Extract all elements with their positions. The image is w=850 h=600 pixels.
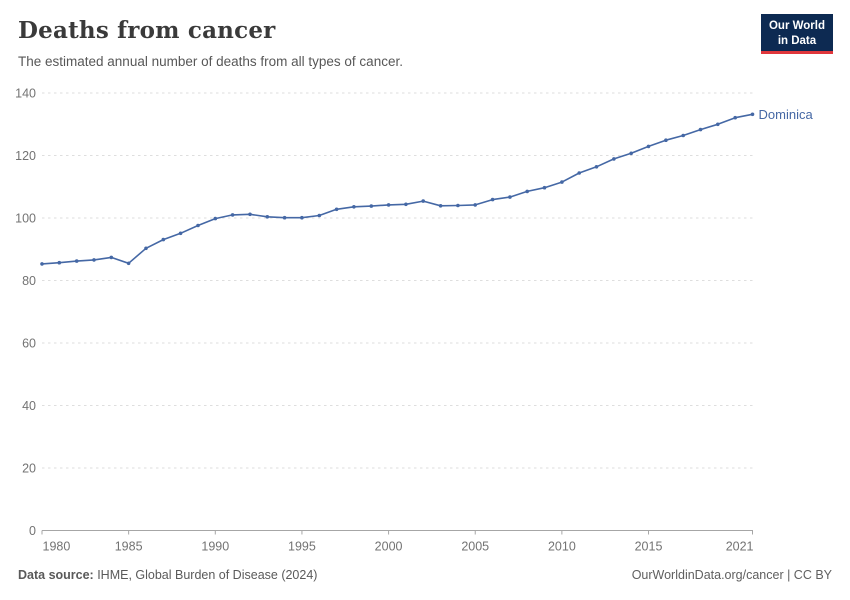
y-tick-label: 60 bbox=[22, 337, 36, 351]
owid-logo[interactable]: Our World in Data bbox=[760, 14, 833, 55]
data-point[interactable] bbox=[57, 260, 62, 265]
data-point[interactable] bbox=[612, 157, 616, 161]
data-point[interactable] bbox=[629, 151, 633, 156]
data-point[interactable] bbox=[716, 122, 720, 127]
x-tick-label: 2000 bbox=[375, 540, 403, 554]
data-point[interactable] bbox=[438, 204, 443, 208]
data-point[interactable] bbox=[161, 237, 166, 242]
data-point[interactable] bbox=[334, 207, 339, 212]
data-point[interactable] bbox=[594, 165, 599, 169]
data-source: Data source: IHME, Global Burden of Dise… bbox=[18, 568, 317, 582]
data-source-label: Data source: bbox=[18, 568, 94, 582]
data-point[interactable] bbox=[698, 127, 703, 132]
data-point[interactable] bbox=[733, 115, 737, 120]
chart-subtitle: The estimated annual number of deaths fr… bbox=[18, 54, 403, 69]
y-tick-label: 120 bbox=[15, 149, 36, 163]
x-tick-label: 2005 bbox=[461, 540, 489, 554]
data-point[interactable] bbox=[664, 138, 668, 142]
data-point[interactable] bbox=[74, 259, 79, 263]
data-point[interactable] bbox=[646, 144, 651, 149]
data-point[interactable] bbox=[542, 185, 547, 190]
data-point[interactable] bbox=[421, 199, 426, 203]
data-point[interactable] bbox=[196, 223, 200, 228]
data-source-value: IHME, Global Burden of Disease (2024) bbox=[93, 568, 318, 582]
x-tick-label: 1995 bbox=[288, 540, 316, 554]
data-point[interactable] bbox=[577, 171, 581, 175]
entity-label[interactable]: Dominica bbox=[759, 107, 814, 122]
y-tick-label: 80 bbox=[22, 274, 36, 288]
data-point[interactable] bbox=[230, 213, 235, 217]
data-point[interactable] bbox=[126, 261, 131, 266]
x-tick-label: 1980 bbox=[43, 540, 71, 554]
data-point[interactable] bbox=[213, 216, 218, 221]
data-point[interactable] bbox=[178, 231, 183, 236]
data-point[interactable] bbox=[40, 262, 44, 266]
owid-logo-line2: in Data bbox=[777, 34, 817, 47]
data-point[interactable] bbox=[404, 202, 408, 207]
data-point[interactable] bbox=[490, 197, 495, 202]
data-point[interactable] bbox=[265, 215, 270, 219]
data-point[interactable] bbox=[508, 195, 512, 199]
data-point[interactable] bbox=[352, 205, 356, 209]
data-point[interactable] bbox=[317, 213, 322, 218]
data-point[interactable] bbox=[92, 258, 96, 262]
data-point[interactable] bbox=[560, 180, 564, 184]
x-tick-label: 2015 bbox=[635, 540, 663, 554]
y-tick-label: 0 bbox=[29, 524, 36, 538]
data-point[interactable] bbox=[473, 203, 478, 207]
trend-line bbox=[41, 113, 754, 265]
data-point[interactable] bbox=[300, 215, 304, 220]
y-tick-label: 40 bbox=[22, 399, 36, 413]
footer-credit-link[interactable]: OurWorldinData.org/cancer | CC BY bbox=[631, 568, 832, 582]
data-point[interactable] bbox=[750, 112, 755, 117]
data-point[interactable] bbox=[456, 203, 460, 208]
x-tick-label: 2021 bbox=[726, 540, 754, 554]
data-point[interactable] bbox=[386, 203, 391, 207]
data-point[interactable] bbox=[248, 212, 252, 217]
y-tick-label: 140 bbox=[15, 87, 36, 101]
data-point[interactable] bbox=[525, 189, 529, 194]
y-tick-label: 20 bbox=[22, 462, 36, 476]
x-tick-label: 1985 bbox=[115, 540, 143, 554]
x-tick-label: 1990 bbox=[201, 540, 229, 554]
data-point[interactable] bbox=[109, 255, 114, 260]
data-point[interactable] bbox=[144, 246, 148, 251]
data-point[interactable] bbox=[282, 215, 287, 220]
data-point[interactable] bbox=[369, 204, 374, 208]
owid-logo-line1: Our World bbox=[768, 20, 825, 32]
y-tick-label: 100 bbox=[15, 212, 36, 226]
page-title: Deaths from cancer bbox=[18, 17, 276, 44]
chart-footer: Data source: IHME, Global Burden of Dise… bbox=[18, 568, 832, 582]
x-tick-label: 2010 bbox=[548, 540, 576, 554]
data-point[interactable] bbox=[681, 133, 685, 138]
